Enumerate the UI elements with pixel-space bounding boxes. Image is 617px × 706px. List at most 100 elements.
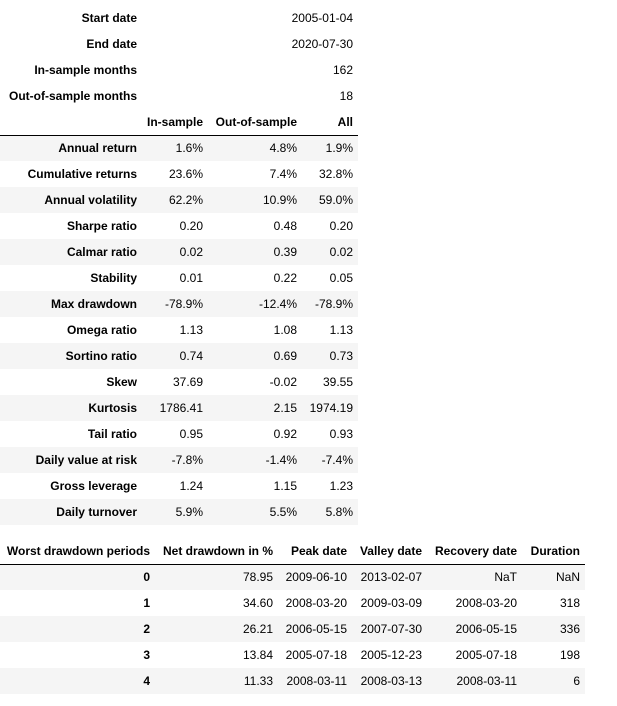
cell: -78.9% xyxy=(164,297,203,311)
cell: 1.9% xyxy=(325,141,353,156)
stat-row: Skew 37.69 -0.02 39.55 xyxy=(0,369,358,395)
cell: -7.4% xyxy=(321,453,353,467)
row-label: End date xyxy=(86,37,137,51)
cell: 0.20 xyxy=(179,219,203,233)
cell: 2005-07-18 xyxy=(455,648,517,662)
cell: 34.60 xyxy=(242,596,273,610)
cell: 198 xyxy=(559,648,580,662)
cell: 11.33 xyxy=(243,674,273,688)
cell: 2008-03-11 xyxy=(456,674,518,688)
stat-row: Kurtosis 1786.41 2.15 1974.19 xyxy=(0,395,358,421)
row-label: Calmar ratio xyxy=(66,245,137,259)
cell: 2006-05-15 xyxy=(285,622,347,636)
cell: 1974.19 xyxy=(309,401,353,415)
cell: 1.23 xyxy=(329,479,353,493)
cell: 59.0% xyxy=(318,193,353,207)
cell: 2009-06-10 xyxy=(285,570,347,585)
cell: 1.6% xyxy=(175,141,203,156)
cell: 78.95 xyxy=(242,570,273,585)
info-row: Out-of-sample months 18 xyxy=(0,83,358,109)
stat-row: Sortino ratio 0.74 0.69 0.73 xyxy=(0,343,358,369)
cell: -7.8% xyxy=(171,453,203,467)
row-label: Sortino ratio xyxy=(65,349,137,363)
cell: 23.6% xyxy=(168,167,203,181)
drawdown-row: 2 26.21 2006-05-15 2007-07-30 2006-05-15 336 xyxy=(0,616,585,642)
row-label: 1 xyxy=(143,596,150,610)
column-header: Duration xyxy=(522,538,585,565)
column-header: Peak date xyxy=(278,538,352,565)
row-label: 3 xyxy=(143,648,150,662)
drawdown-row: 3 13.84 2005-07-18 2005-12-23 2005-07-18 198 xyxy=(0,642,585,668)
column-header: All xyxy=(302,109,358,136)
info-row: Start date 2005-01-04 xyxy=(0,5,358,31)
cell: 2009-03-09 xyxy=(360,596,422,610)
info-row: In-sample months 162 xyxy=(0,57,358,83)
cell: 2005-01-04 xyxy=(291,11,353,25)
cell: 2008-03-13 xyxy=(360,674,422,688)
cell: 5.9% xyxy=(175,505,203,519)
drawdown-row: 1 34.60 2008-03-20 2009-03-09 2008-03-20 318 xyxy=(0,590,585,616)
cell: 37.69 xyxy=(172,375,203,389)
cell: 5.8% xyxy=(325,505,353,519)
cell: 1.13 xyxy=(329,323,353,337)
info-row: End date 2020-07-30 xyxy=(0,31,358,57)
cell: NaT xyxy=(494,570,517,585)
cell: 4.8% xyxy=(269,141,297,156)
cell: 1786.41 xyxy=(159,401,203,415)
cell: 0.02 xyxy=(179,245,203,259)
cell: 2006-05-15 xyxy=(455,622,517,636)
column-header: Recovery date xyxy=(427,538,522,565)
cell: 0.02 xyxy=(329,245,353,259)
row-label: Stability xyxy=(90,271,137,285)
cell: 0.95 xyxy=(179,427,203,441)
stat-row: Daily value at risk -7.8% -1.4% -7.4% xyxy=(0,447,358,473)
cell: 0.01 xyxy=(179,271,203,285)
cell: 0.20 xyxy=(329,219,353,233)
cell: 39.55 xyxy=(322,375,353,389)
cell: 2005-07-18 xyxy=(285,648,347,662)
header-cell xyxy=(0,109,142,136)
row-label: Annual return xyxy=(58,141,137,156)
cell: 2007-07-30 xyxy=(360,622,422,636)
row-label: 2 xyxy=(143,622,150,636)
stat-row: Annual return 1.6% 4.8% 1.9% xyxy=(0,135,358,161)
cell: 1.15 xyxy=(273,479,297,493)
row-label: Annual volatility xyxy=(44,193,137,207)
cell: 2013-02-07 xyxy=(360,570,422,585)
stat-row: Cumulative returns 23.6% 7.4% 32.8% xyxy=(0,161,358,187)
row-label: Start date xyxy=(81,11,137,25)
drawdown-row: 0 78.95 2009-06-10 2013-02-07 NaT NaN xyxy=(0,564,585,590)
cell: 0.69 xyxy=(273,349,297,363)
summary-table: Start date 2005-01-04 End date 2020-07-30 In… xyxy=(0,5,358,525)
cell: 0.05 xyxy=(329,271,353,285)
cell: 336 xyxy=(559,622,580,636)
drawdown-table: Worst drawdown periods Net drawdown in % P… xyxy=(0,538,585,694)
stat-row: Sharpe ratio 0.20 0.48 0.20 xyxy=(0,213,358,239)
cell: -0.02 xyxy=(269,375,297,389)
row-label: Omega ratio xyxy=(66,323,137,337)
cell: 0.48 xyxy=(273,219,297,233)
cell: 2005-12-23 xyxy=(360,648,422,662)
column-header: In-sample xyxy=(142,109,208,136)
column-header: Net drawdown in % xyxy=(155,538,278,565)
column-header: Worst drawdown periods xyxy=(0,538,155,565)
row-label: Cumulative returns xyxy=(27,167,137,181)
cell: NaN xyxy=(555,570,580,585)
cell: 0.74 xyxy=(179,349,203,363)
cell: 13.84 xyxy=(242,648,273,662)
row-label: Sharpe ratio xyxy=(66,219,137,233)
cell: 2008-03-20 xyxy=(285,596,347,610)
cell: 26.21 xyxy=(242,622,273,636)
cell: 32.8% xyxy=(318,167,353,181)
stat-row: Daily turnover 5.9% 5.5% 5.8% xyxy=(0,499,358,525)
cell: 1.24 xyxy=(179,479,203,493)
cell: -78.9% xyxy=(314,297,353,311)
cell: 2008-03-11 xyxy=(286,674,348,688)
cell: 5.5% xyxy=(269,505,297,519)
cell: 0.22 xyxy=(273,271,297,285)
row-label: Max drawdown xyxy=(50,297,137,311)
cell: 6 xyxy=(573,674,580,688)
row-label: 0 xyxy=(143,570,150,585)
row-label: Kurtosis xyxy=(88,401,137,415)
stat-row: Annual volatility 62.2% 10.9% 59.0% xyxy=(0,187,358,213)
